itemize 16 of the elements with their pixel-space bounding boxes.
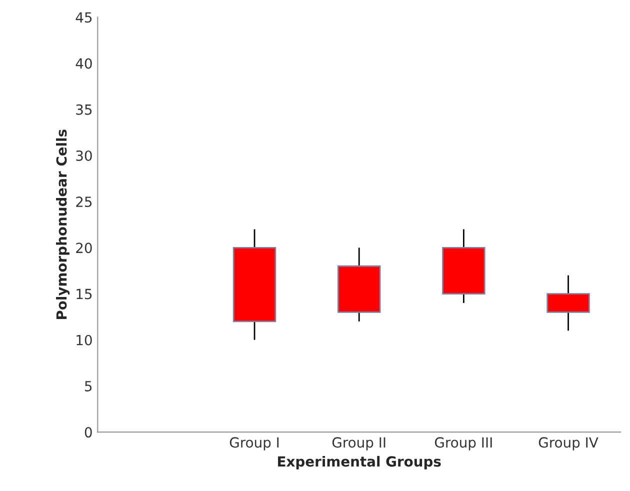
y-tick-label: 45 bbox=[76, 12, 92, 23]
x-tick-label: Group I bbox=[230, 437, 279, 450]
x-axis-title: Experimental Groups bbox=[278, 456, 441, 470]
y-tick-label: 5 bbox=[85, 381, 92, 392]
y-tick-label: 35 bbox=[76, 104, 92, 115]
y-tick-label: 25 bbox=[76, 196, 92, 208]
y-tick-label: 20 bbox=[76, 242, 92, 254]
x-tick-label: Group III bbox=[434, 437, 492, 450]
y-tick-label: 0 bbox=[84, 427, 92, 438]
y-tick-label: 30 bbox=[76, 150, 92, 161]
y-tick-label: 10 bbox=[76, 334, 92, 346]
y-tick-label: 40 bbox=[76, 58, 92, 69]
x-tick-label: Group IV bbox=[538, 437, 598, 450]
y-axis-title: Polymorphonudear Cells bbox=[56, 130, 70, 320]
y-tick-label: 15 bbox=[76, 288, 92, 300]
x-tick-label: Group II bbox=[332, 437, 386, 450]
